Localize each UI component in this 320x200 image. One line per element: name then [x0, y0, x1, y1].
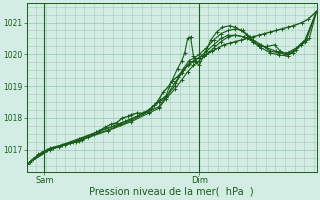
X-axis label: Pression niveau de la mer(  hPa  ): Pression niveau de la mer( hPa ) — [89, 187, 254, 197]
